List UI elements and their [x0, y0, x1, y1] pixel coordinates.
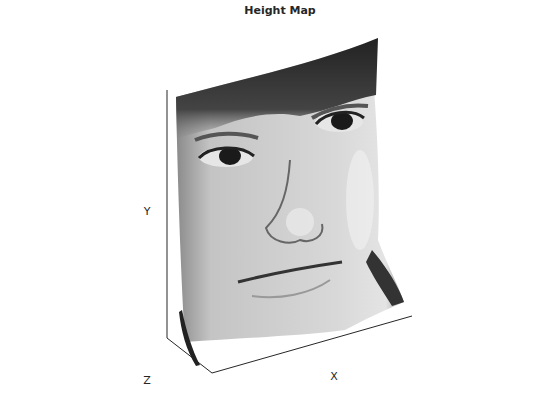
feature-eye [315, 112, 363, 132]
chart: Height Map Y Z X [0, 0, 560, 420]
surface [176, 38, 404, 366]
title: Height Map [244, 4, 316, 17]
feature-eyelid [316, 112, 364, 124]
figure: Height Map Y Z X [0, 0, 560, 420]
surface-hair [176, 38, 378, 140]
feature-mouth [238, 262, 342, 282]
feature-eyelid [199, 148, 254, 158]
feature-cheek [346, 150, 374, 250]
feature-nose [266, 160, 322, 243]
feature-brow [195, 134, 258, 140]
y-axis-line [167, 90, 168, 338]
feature-nose-tip [286, 208, 314, 236]
z-axis-label: Z [143, 374, 151, 387]
surface-fringe [366, 250, 404, 306]
feature-eye [199, 147, 253, 167]
x-axis-label: X [330, 370, 338, 383]
surface-edge [179, 310, 200, 366]
surface-face [176, 38, 404, 342]
feature-lip [252, 280, 330, 297]
y-axis-label: Y [143, 205, 151, 218]
